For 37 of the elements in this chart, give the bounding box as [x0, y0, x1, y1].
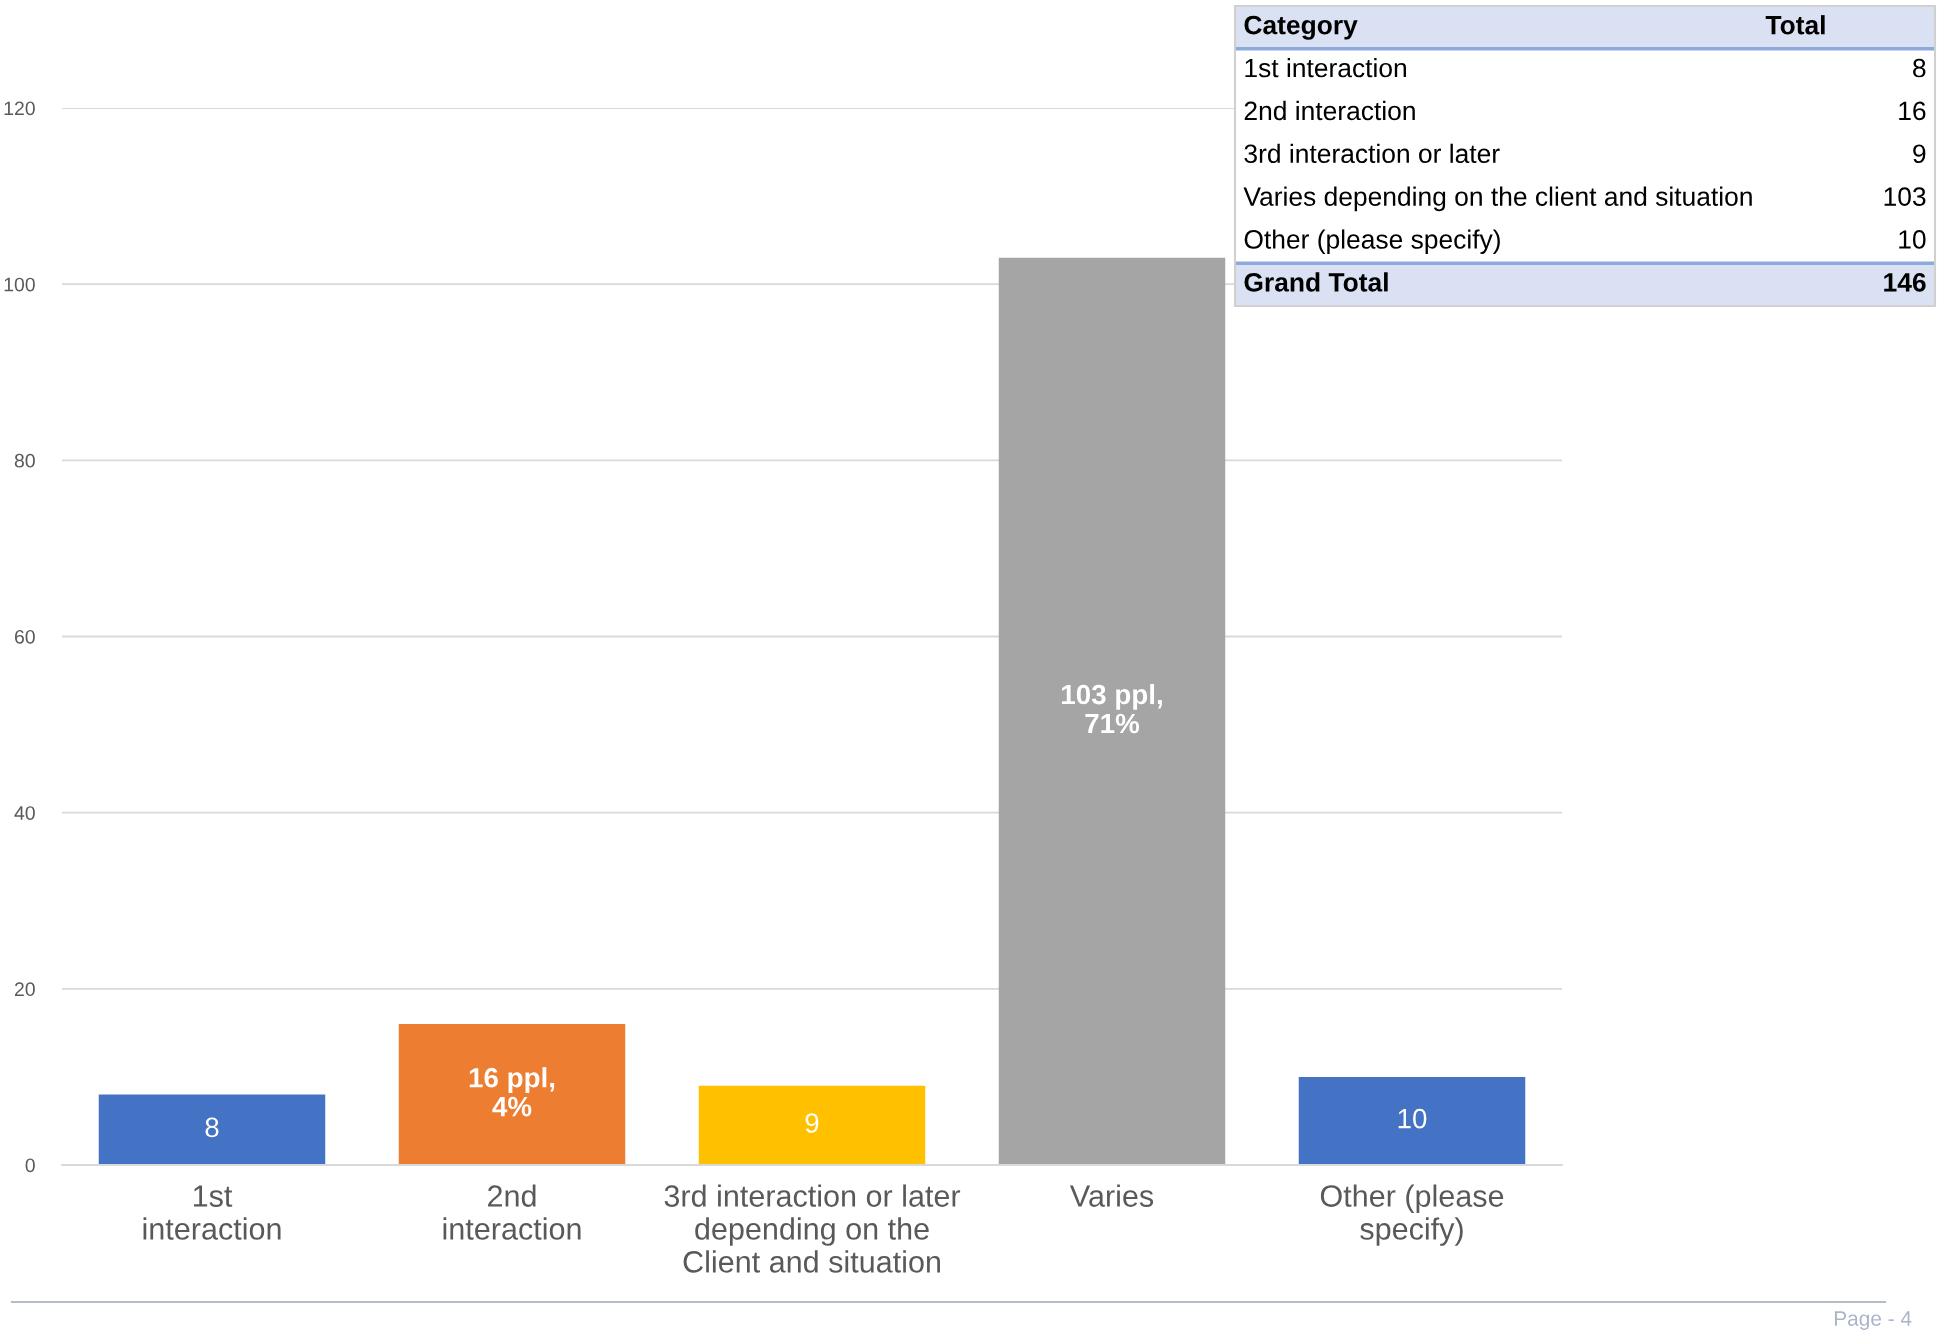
category-label: 3rd interaction or later	[1244, 143, 1500, 164]
text: Category	[1244, 15, 1358, 40]
data-label: 16 ppl, 4%	[469, 1067, 555, 1117]
data-label: 146	[1884, 272, 1926, 292]
y-tick-label: 40	[14, 806, 35, 820]
data-label: 9	[805, 1113, 819, 1133]
category-label: Grand Total	[1244, 272, 1388, 292]
category-label: 2nd interaction	[1244, 100, 1415, 121]
bar	[1298, 1076, 1526, 1165]
text: Total	[1765, 15, 1825, 35]
y-tick-label: 0	[25, 1158, 35, 1173]
bar	[998, 257, 1226, 1165]
category-label: 1st interaction	[1245, 57, 1406, 78]
x-tick-label: 1st interaction	[143, 1185, 281, 1240]
x-tick-label: 3rd interaction or later depending on the Client and situation	[664, 1184, 961, 1273]
data-label: 9	[1913, 144, 1926, 164]
bar	[698, 1085, 926, 1165]
y-tick-label: 120	[4, 101, 35, 116]
category-label: Varies depending on the client and situation	[1243, 186, 1752, 212]
bar	[98, 1094, 326, 1165]
data-label: 103 ppl, 71%	[1062, 683, 1162, 734]
x-tick-label: Other (please specify)	[1320, 1184, 1504, 1246]
data-label: 103	[1884, 187, 1926, 206]
data-label: 10	[1899, 230, 1926, 249]
data-label: 8	[1913, 58, 1926, 78]
y-tick-label: 100	[4, 277, 35, 292]
y-tick-label: 60	[14, 629, 35, 644]
data-label: 8	[205, 1117, 219, 1138]
y-tick-label: 80	[14, 453, 35, 468]
x-tick-label: Varies	[1069, 1184, 1154, 1207]
data-label: 10	[1398, 1108, 1427, 1129]
data-label: 16	[1899, 101, 1926, 121]
y-tick-label: 20	[14, 982, 35, 997]
category-label: Other (please specify)	[1244, 229, 1500, 255]
x-tick-label: 2nd interaction	[443, 1184, 581, 1240]
text: Page - 4	[1834, 1311, 1912, 1330]
bar	[398, 1024, 626, 1165]
